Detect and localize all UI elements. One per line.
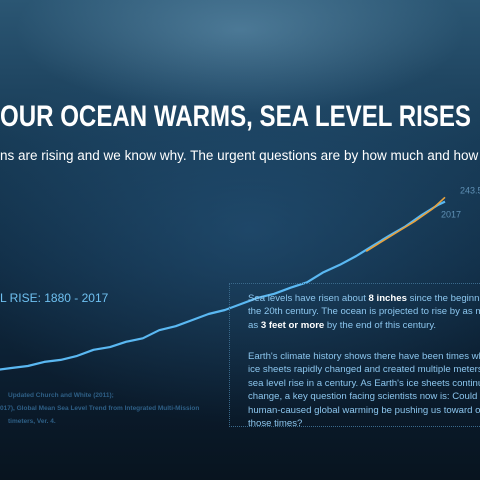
text-panel: Sea levels have risen about 8 inches sin… <box>229 283 480 430</box>
text: the 20th century. The ocean is projected… <box>248 306 480 318</box>
paragraph: Sea levels have risen about 8 inches sin… <box>248 292 480 332</box>
end-year-label: 2017 <box>441 210 461 220</box>
source: 017), Global Mean Sea Level Trend from I… <box>0 405 199 412</box>
text: human-caused global warming be pushing u… <box>248 404 480 416</box>
page-title: OUR OCEAN WARMS, SEA LEVEL RISES <box>0 100 471 133</box>
text: by the end of this century. <box>324 319 437 331</box>
data-line <box>365 196 446 252</box>
text: since the beginning of <box>409 293 480 304</box>
text: those times? <box>248 418 303 430</box>
text: Earth's climate history shows there have… <box>248 351 480 362</box>
data-line <box>0 200 446 371</box>
highlight: 8 inches <box>368 293 407 304</box>
highlight: 3 feet or more <box>260 319 325 331</box>
text: Sea levels have risen about <box>248 293 369 304</box>
text: ice sheets rapidly changed and created m… <box>248 364 480 376</box>
text: as <box>248 319 261 331</box>
paragraph: Earth's climate history shows there have… <box>248 350 480 430</box>
chart-title: L RISE: 1880 - 2017 <box>0 291 109 305</box>
subtitle: ns are rising and we know why. The urgen… <box>0 148 480 163</box>
end-value-label: 243.5 <box>460 186 480 196</box>
source: timeters, Ver. 4. <box>8 418 56 425</box>
text: sea level rise in a century. As Earth's … <box>248 377 480 389</box>
text: change, a key question facing scientists… <box>248 391 478 403</box>
source: Updated Church and White (2011); <box>8 392 114 399</box>
